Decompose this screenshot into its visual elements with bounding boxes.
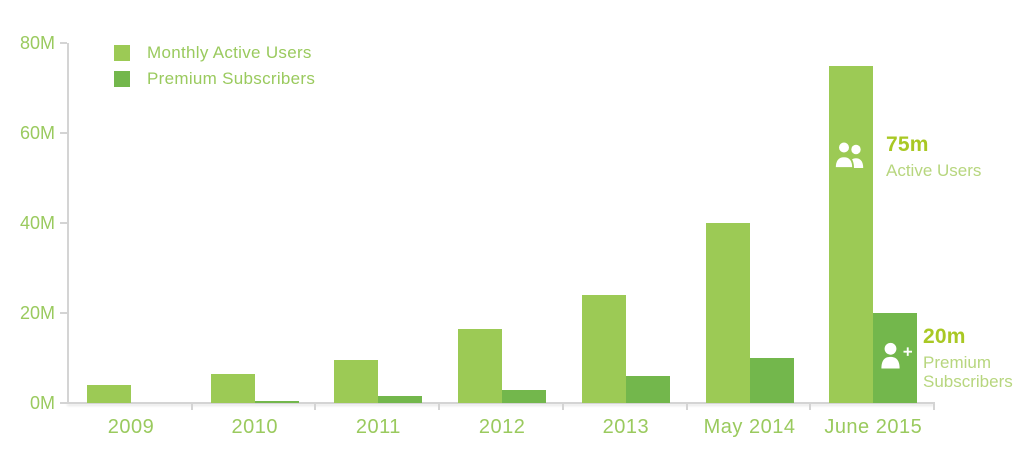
bar-monthly-active-users-may-2014 — [705, 223, 750, 403]
y-axis-label-60m: 60M — [19, 123, 55, 143]
x-axis-label-2013: 2013 — [602, 416, 650, 438]
x-axis-label-2010: 2010 — [231, 416, 278, 438]
x-axis-label-2012: 2012 — [478, 416, 526, 438]
bar-monthly-active-users-2009 — [87, 385, 131, 403]
x-axis-tick — [190, 402, 193, 410]
bar-monthly-active-users-2012 — [458, 328, 503, 403]
bar-monthly-active-users-2011 — [334, 360, 379, 403]
y-axis-label-40m: 40M — [19, 213, 55, 233]
annotation-premium-subscribers-label: Premium Subscribers — [923, 353, 1013, 391]
x-axis-tick — [809, 402, 812, 410]
y-axis-tick — [60, 42, 67, 44]
annotation-premium-subscribers: 20m Premium Subscribers — [923, 325, 1023, 391]
y-axis-tick — [60, 222, 67, 224]
y-axis-tick — [60, 312, 67, 314]
y-axis-tick — [60, 402, 67, 404]
bar-premium-subscribers-2010 — [254, 400, 299, 403]
x-axis-tick — [932, 402, 935, 410]
y-axis-tick — [60, 132, 67, 134]
legend: Monthly Active Users Premium Subscribers — [114, 40, 315, 92]
annotation-active-users: 75m Active Users — [886, 133, 996, 180]
x-axis-label-june-2015: June 2015 — [824, 416, 923, 438]
legend-item-premium-subscribers: Premium Subscribers — [114, 66, 315, 92]
legend-swatch-premium-subscribers — [114, 71, 130, 87]
x-axis-line — [67, 402, 934, 404]
x-axis-tick — [314, 402, 317, 410]
y-axis-label-0m: 0M — [29, 393, 55, 413]
legend-swatch-monthly-active-users — [114, 45, 130, 61]
x-axis-tick — [438, 402, 441, 410]
bar-monthly-active-users-june-2015 — [829, 65, 874, 403]
bar-monthly-active-users-2013 — [581, 295, 626, 403]
x-axis-label-may-2014: May 2014 — [703, 416, 796, 438]
bar-premium-subscribers-may-2014 — [749, 358, 794, 403]
annotation-active-users-value: 75m — [886, 133, 929, 156]
legend-label-premium-subscribers: Premium Subscribers — [147, 69, 316, 88]
bar-premium-subscribers-2013 — [625, 376, 670, 403]
y-axis-line — [67, 43, 69, 404]
annotation-premium-subscribers-value: 20m — [923, 325, 966, 348]
annotation-active-users-label: Active Users — [886, 161, 982, 180]
x-axis-tick — [561, 402, 564, 410]
bar-premium-subscribers-2011 — [378, 396, 423, 403]
bar-monthly-active-users-2010 — [210, 373, 255, 403]
legend-label-monthly-active-users: Monthly Active Users — [147, 43, 312, 62]
user-plus-icon — [881, 342, 913, 369]
x-axis-tick — [685, 402, 688, 410]
y-axis-label-20m: 20M — [19, 303, 55, 323]
x-axis-label-2011: 2011 — [355, 416, 401, 438]
bar-premium-subscribers-2012 — [502, 389, 547, 403]
y-axis-label-80m: 80M — [19, 33, 55, 53]
users-icon — [834, 140, 864, 169]
x-axis-label-2009: 2009 — [107, 416, 155, 438]
legend-item-monthly-active-users: Monthly Active Users — [114, 40, 315, 66]
